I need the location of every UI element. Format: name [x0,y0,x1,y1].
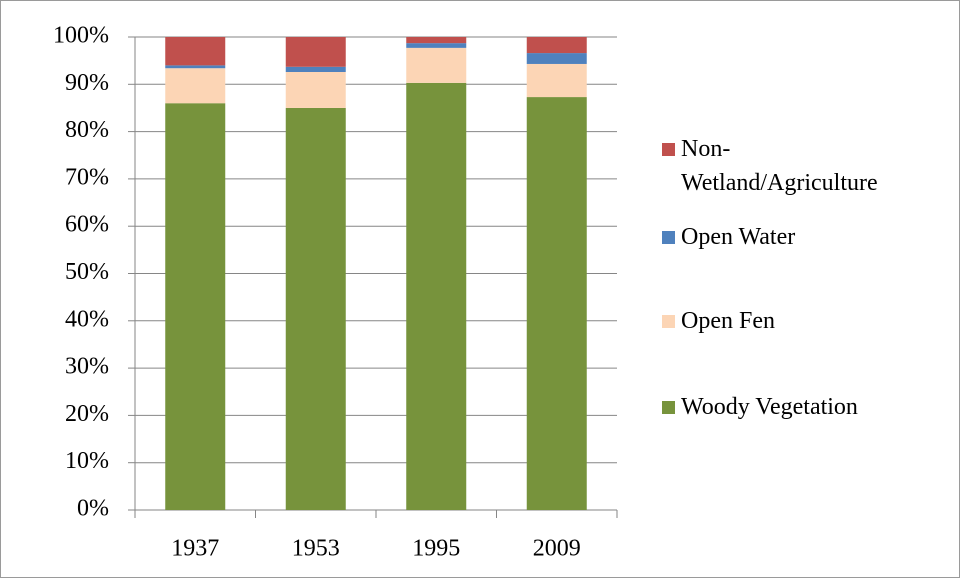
bar-segment [526,97,587,511]
bar-segment [406,82,467,511]
x-tick-label: 1937 [171,536,219,562]
bar-segment [406,43,467,48]
legend-label: Open Water [681,224,796,250]
y-tick-label: 10% [65,448,109,474]
bar-segment [526,63,587,98]
bar-segment [165,37,226,66]
y-tick-label: 100% [53,23,109,49]
legend-swatch [662,315,675,328]
y-tick-label: 80% [65,117,109,143]
x-tick-label: 1995 [412,536,460,562]
x-tick-label: 2009 [533,536,581,562]
legend-item: Woody Vegetation [662,390,946,424]
y-tick-label: 90% [65,70,109,96]
y-tick-label: 60% [65,212,109,238]
y-tick-label: 0% [77,496,109,522]
legend-swatch [662,231,675,244]
legend-item: Open Fen [662,304,946,338]
legend-label: Open Fen [681,308,775,334]
legend-item: Non-Wetland/Agriculture [662,132,881,200]
legend-swatch [662,143,675,156]
y-tick-label: 40% [65,306,109,332]
legend-swatch [662,401,675,414]
legend-item: Open Water [662,220,946,254]
bar-segment [526,37,587,54]
bar-segment [406,37,467,44]
x-tick-label: 1953 [292,536,340,562]
y-tick-label: 20% [65,401,109,427]
legend-label: Woody Vegetation [681,394,858,420]
bar-segment [165,103,226,510]
bar-segment [285,66,346,73]
y-tick-label: 70% [65,164,109,190]
bar-segment [285,37,346,67]
bar-segment [285,107,346,510]
bar-segment [285,72,346,108]
bar-segment [526,53,587,64]
bar-segment [165,68,226,104]
bar-segment [165,65,226,69]
y-tick-label: 50% [65,259,109,285]
bar-segment [406,47,467,83]
legend-label: Non-Wetland/Agriculture [681,136,878,196]
y-tick-label: 30% [65,354,109,380]
